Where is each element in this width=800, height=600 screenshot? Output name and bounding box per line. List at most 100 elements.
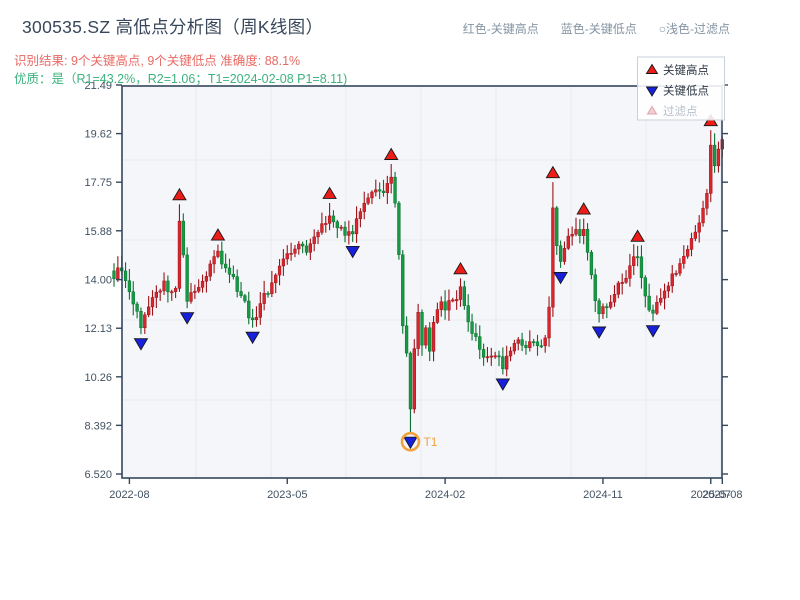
key-low-marker (179, 312, 195, 325)
key-high-marker (630, 229, 645, 242)
candle-up (327, 215, 332, 224)
candle-down (185, 254, 189, 302)
candle-up (339, 226, 343, 229)
candle-down (635, 256, 640, 259)
candle-down (524, 345, 528, 348)
candle-up (686, 249, 690, 257)
candle-down (597, 300, 601, 315)
candle-up (293, 248, 297, 254)
candle-up (662, 290, 667, 299)
candle-up (316, 232, 320, 238)
candle-down (397, 202, 401, 255)
candle-up (362, 202, 366, 212)
candle-down (231, 274, 235, 277)
note-key-low: 蓝色-关键低点 (560, 22, 637, 36)
candle-up (632, 256, 636, 266)
candle-down (462, 286, 467, 306)
key-low-marker (133, 338, 149, 351)
legend-item-label: 关键高点 (663, 63, 709, 77)
key-high-marker (210, 228, 226, 241)
candle-up (289, 252, 293, 255)
candle-down (497, 355, 501, 358)
key-low-marker (345, 246, 360, 259)
candle-up (678, 263, 682, 274)
candle-up (582, 229, 586, 236)
candle-up (624, 278, 628, 283)
candle-down (181, 220, 185, 256)
key-high-marker (453, 261, 468, 275)
candle-up (458, 286, 463, 300)
y-tick-label: 17.75 (84, 177, 112, 189)
candle-up (385, 183, 390, 193)
candle-down (250, 317, 255, 321)
candle-down (378, 189, 382, 192)
color-legend-note: 红色-关键高点 蓝色-关键低点 ○浅色-过滤点 (463, 20, 730, 37)
candle-up (705, 193, 709, 209)
candle-up (609, 301, 613, 308)
candle-up (547, 306, 551, 339)
candle-down (532, 341, 536, 344)
candle-down (404, 325, 409, 354)
candle-up (254, 317, 259, 321)
legend-item-label: 关键低点 (663, 84, 709, 98)
candle-up (528, 341, 532, 348)
candle-up (150, 297, 155, 308)
y-tick-label: 21.49 (84, 80, 112, 92)
t1-ring-marker (400, 431, 421, 452)
candle-up (516, 339, 520, 344)
candle-down (474, 333, 478, 337)
candle-down (501, 356, 505, 370)
candle-down (470, 321, 474, 334)
candle-up (170, 291, 174, 294)
key-high-marker (172, 187, 187, 201)
key-high-marker (545, 165, 561, 179)
candle-up (451, 299, 455, 302)
candle-up (204, 276, 209, 282)
candle-down (639, 256, 644, 278)
candle-down (555, 207, 559, 246)
x-tick-label: 2023-05 (267, 489, 307, 501)
x-tick-label: 2025-07 (691, 489, 731, 501)
candle-down (605, 306, 609, 309)
key-low-marker (553, 271, 568, 285)
candle-up (285, 253, 289, 260)
x-tick-label: 2022-08 (109, 489, 149, 501)
candle-up (566, 235, 570, 249)
candle-up (709, 144, 713, 194)
candle-up (147, 306, 151, 316)
candle-up (193, 290, 197, 293)
candle-up (612, 294, 617, 303)
candle-down (401, 254, 405, 327)
candle-down (381, 190, 386, 193)
candle-up (424, 327, 428, 346)
candle-down (393, 176, 397, 204)
key-high-marker (322, 186, 337, 199)
candle-up (574, 229, 578, 235)
candle-down (593, 274, 597, 302)
key-low-marker (245, 331, 260, 345)
candle-down (266, 293, 270, 295)
candle-up (670, 273, 674, 287)
candle-down (428, 327, 432, 352)
y-tick-label: 8.392 (84, 420, 112, 432)
candle-up (655, 302, 659, 314)
candle-down (539, 345, 544, 348)
candle-down (351, 231, 355, 235)
candle-up (116, 267, 120, 279)
quality-result-text: 优质：是（R1=43.2%，R2=1.06；T1=2024-02-08 P1=8… (14, 72, 348, 86)
candle-up (570, 233, 574, 237)
candle-up (200, 280, 205, 288)
candle-up (697, 222, 701, 233)
candle-down (301, 243, 305, 247)
candle-down (578, 229, 582, 236)
candle-up (551, 207, 555, 308)
candle-up (358, 211, 363, 219)
y-tick-label: 14.00 (84, 275, 112, 287)
x-tick-label: 2024-02 (425, 489, 465, 501)
candle-up (258, 303, 262, 318)
candle-up (447, 300, 451, 311)
legend-item-label: 过滤点 (663, 105, 698, 118)
key-high-marker (383, 147, 399, 160)
candle-up (512, 343, 517, 352)
